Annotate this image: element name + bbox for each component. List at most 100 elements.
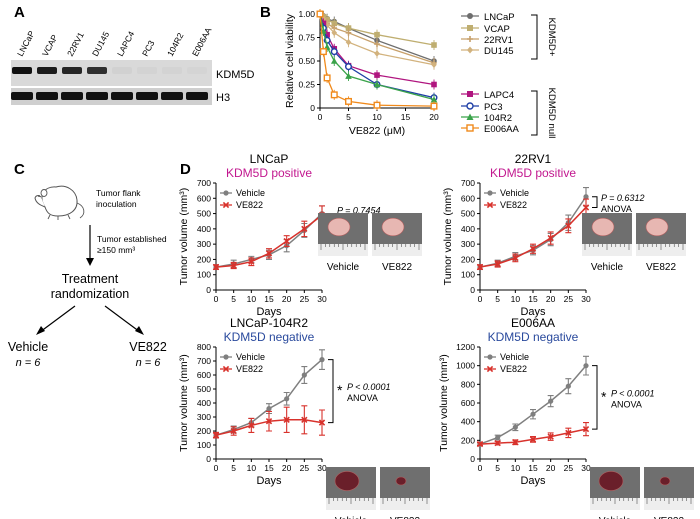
p-value: P < 0.0001 [347, 382, 390, 392]
legend-label: VCAP [484, 24, 510, 35]
data-point [301, 225, 308, 233]
data-point [467, 91, 473, 97]
y-tick-label: 500 [197, 209, 211, 219]
x-tick-label: 5 [346, 112, 351, 122]
photo-label: Vehicle [327, 262, 360, 273]
chart-title: 22RV1 [515, 152, 552, 166]
arrow-ve822 [104, 305, 141, 333]
y-tick-label: 1200 [456, 342, 475, 352]
legend-label: VE822 [236, 364, 263, 374]
arm-ve822-n: n = 6 [136, 357, 162, 369]
y-tick-label: 700 [197, 356, 211, 366]
series-E006AA [316, 9, 438, 112]
chart-subtitle: KDM5D positive [226, 166, 312, 180]
data-point [476, 263, 484, 271]
stats-bracket [592, 365, 598, 430]
inoculation-line-2: inoculation [96, 199, 137, 209]
legend-label: LAPC4 [484, 90, 514, 101]
data-point [565, 383, 571, 389]
y-tick-label: 200 [461, 435, 475, 445]
chart-subtitle: KDM5D negative [488, 330, 579, 344]
legend-label: Vehicle [236, 352, 265, 362]
y-tick-label: 800 [461, 379, 475, 389]
data-point [331, 29, 338, 37]
y-tick-label: 600 [461, 193, 475, 203]
legend-label: PC3 [484, 102, 502, 113]
y-tick-label: 700 [197, 178, 211, 188]
x-tick-label: 10 [247, 294, 257, 304]
kdm5d-band [62, 67, 82, 74]
h3-band [161, 92, 183, 100]
series-ve822 [212, 205, 326, 271]
blot-lane-label: 22RV1 [65, 30, 86, 58]
data-point [565, 222, 572, 229]
panel-letter-c: C [14, 161, 25, 178]
data-point [430, 96, 438, 103]
x-tick-label: 5 [231, 463, 236, 473]
photo-label: VE822 [390, 516, 420, 519]
x-tick-label: 30 [317, 294, 327, 304]
data-point [466, 113, 474, 120]
data-point [373, 81, 381, 88]
inoculation-line-1: Tumor flank [96, 188, 141, 198]
data-point [529, 245, 537, 252]
data-point [487, 190, 493, 196]
x-tick-label: 15 [528, 294, 538, 304]
data-point [530, 411, 536, 417]
data-point [565, 429, 572, 437]
legend-label: Vehicle [500, 188, 529, 198]
data-point [512, 424, 518, 430]
data-point [266, 406, 272, 412]
series-104R2 [316, 9, 438, 105]
y-tick-label: 0.50 [298, 56, 315, 66]
data-point [467, 36, 473, 42]
panel-letter-d: D [180, 161, 191, 178]
arrow-vehicle [39, 305, 76, 333]
tumor-photo-ve822 [380, 467, 430, 510]
data-point [212, 432, 220, 439]
x-axis-label: VE822 (μM) [349, 125, 405, 137]
kdm5d-band [112, 67, 132, 74]
data-point [230, 262, 237, 269]
y-tick-label: 400 [461, 417, 475, 427]
established-line-2: ≥150 mm³ [97, 245, 135, 255]
series-vehicle [477, 187, 589, 270]
y-tick-label: 200 [197, 426, 211, 436]
p-value: P = 0.7454 [337, 205, 380, 215]
legend-label: Vehicle [500, 352, 529, 362]
significance-star: * [337, 382, 343, 398]
x-tick-label: 10 [511, 463, 521, 473]
data-point [466, 102, 474, 110]
y-tick-label: 0 [470, 454, 475, 464]
blot-lane-label: DU145 [90, 30, 111, 58]
x-axis-label: Days [520, 306, 546, 318]
data-point [318, 419, 326, 426]
western-blot: LNCaP VCAP 22RV1 DU145 LAPC4 PC3 104R2 E006AA K… [11, 25, 255, 105]
blot-lane-label: VCAP [40, 33, 60, 58]
data-point [487, 354, 493, 360]
tumor [591, 217, 615, 237]
y-tick-label: 100 [197, 440, 211, 450]
photo-label: VE822 [382, 262, 412, 273]
stats-test: ANOVA [611, 399, 642, 409]
data-point [547, 234, 554, 242]
data-point [212, 263, 220, 271]
y-axis-label: Tumor volume (mm³) [178, 354, 190, 452]
x-tick-label: 10 [247, 463, 257, 473]
chart-subtitle: KDM5D positive [490, 166, 576, 180]
x-tick-label: 10 [511, 294, 521, 304]
series-ve822 [476, 198, 590, 271]
h3-band [11, 92, 33, 100]
x-tick-label: 0 [318, 112, 323, 122]
kdm5d-label: KDM5D [216, 69, 255, 81]
y-tick-label: 500 [461, 209, 475, 219]
y-tick-label: 600 [461, 398, 475, 408]
h3-band [136, 92, 158, 100]
series-vehicle [213, 205, 325, 270]
legend-label: VE822 [500, 364, 527, 374]
tumor-photo-vehicle [326, 467, 376, 510]
y-tick-label: 600 [197, 193, 211, 203]
data-point [373, 101, 381, 109]
